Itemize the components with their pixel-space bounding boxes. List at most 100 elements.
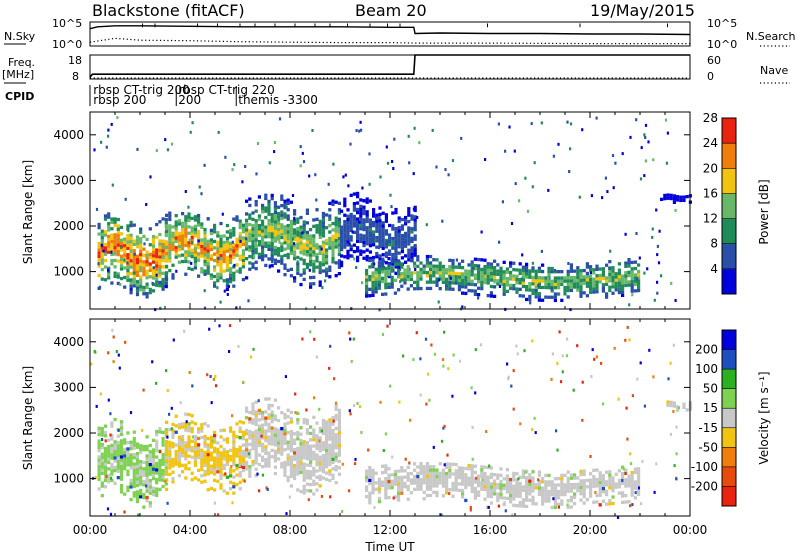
echo-cell <box>328 243 332 247</box>
echo-cell <box>238 448 242 453</box>
echo-cell <box>461 473 465 477</box>
echo-cell <box>270 448 274 452</box>
echo-cell <box>251 217 255 221</box>
echo-cell <box>132 249 136 253</box>
echo-cell <box>257 462 261 467</box>
echo-cell <box>155 471 159 475</box>
echo-cell <box>161 456 165 460</box>
echo-cell <box>286 478 290 483</box>
echo-cell <box>224 155 227 159</box>
echo-cell <box>448 462 452 466</box>
echo-cell <box>614 275 618 279</box>
echo-cell <box>193 447 197 451</box>
echo-cell <box>447 173 450 177</box>
echo-cell <box>119 225 124 230</box>
echo-cell <box>416 478 420 482</box>
cpid-label: CPID <box>5 90 34 103</box>
echo-cell <box>225 265 229 269</box>
echo-cell <box>305 469 309 473</box>
echo-cell <box>321 286 324 290</box>
echo-cell <box>368 256 372 261</box>
echo-cell <box>171 464 175 468</box>
echo-cell <box>273 210 277 214</box>
echo-cell <box>334 404 338 408</box>
echo-cell <box>168 211 172 215</box>
echo-cell <box>225 459 229 463</box>
echo-cell <box>299 225 303 229</box>
echo-cell <box>617 290 621 295</box>
echo-cell <box>187 250 191 254</box>
echo-cell <box>94 476 97 480</box>
echo-cell <box>337 249 341 253</box>
echo-cell <box>325 238 329 243</box>
echo-cell <box>171 247 175 251</box>
echo-cell <box>200 461 204 465</box>
echo-cell <box>232 450 236 454</box>
echo-cell <box>123 510 126 514</box>
echo-cell <box>486 268 490 272</box>
echo-cell <box>289 274 293 278</box>
echo-cell <box>254 200 258 204</box>
echo-cell <box>635 118 638 122</box>
echo-cell <box>145 473 149 477</box>
echo-cell <box>544 282 548 286</box>
echo-cell <box>216 263 220 267</box>
echo-cell <box>181 234 185 238</box>
echo-cell <box>219 473 223 477</box>
echo-cell <box>334 238 338 243</box>
echo-cell <box>413 478 417 482</box>
echo-cell <box>168 456 172 461</box>
echo-cell <box>158 274 162 278</box>
echo-cell <box>123 237 127 241</box>
echo-cell <box>126 265 130 270</box>
echo-cell <box>413 253 417 257</box>
echo-cell <box>419 462 423 466</box>
echo-cell <box>135 235 140 239</box>
echo-cell <box>232 230 236 234</box>
echo-cell <box>413 218 417 222</box>
echo-cell <box>193 454 197 458</box>
echo-cell <box>245 221 249 226</box>
echo-cell <box>384 489 388 494</box>
echo-cell <box>280 204 284 208</box>
echo-cell <box>585 275 589 279</box>
echo-cell <box>329 344 332 348</box>
echo-cell <box>129 262 133 266</box>
echo-cell <box>251 402 255 406</box>
echo-cell <box>328 246 332 250</box>
echo-cell <box>161 484 165 489</box>
echo-cell <box>165 229 169 233</box>
echo-cell <box>241 252 245 256</box>
echo-cell <box>151 448 156 452</box>
echo-cell <box>589 491 593 495</box>
echo-cell <box>375 213 379 217</box>
colorbar-tick-label: 15 <box>703 401 718 415</box>
echo-cell <box>97 464 101 469</box>
echo-cell <box>238 257 242 262</box>
echo-cell <box>216 247 220 251</box>
echo-cell <box>334 445 338 450</box>
echo-cell <box>356 236 360 240</box>
echo-cell <box>452 353 455 357</box>
echo-cell <box>374 287 378 291</box>
echo-cell <box>384 286 388 290</box>
echo-cell <box>286 208 290 212</box>
echo-cell <box>589 484 593 489</box>
echo-cell <box>400 482 404 486</box>
echo-cell <box>277 441 281 445</box>
echo-cell <box>566 285 570 289</box>
echo-cell <box>225 243 229 247</box>
echo-cell <box>372 262 376 266</box>
echo-cell <box>296 265 300 269</box>
echo-cell <box>328 217 332 221</box>
echo-cell <box>241 242 245 247</box>
echo-cell <box>673 464 676 468</box>
echo-cell <box>457 281 461 285</box>
echo-cell <box>155 267 159 271</box>
echo-cell <box>151 438 156 442</box>
echo-cell <box>107 134 110 138</box>
echo-cell <box>637 285 641 289</box>
echo-cell <box>393 137 396 141</box>
echo-cell <box>611 291 615 295</box>
echo-cell <box>267 203 271 207</box>
